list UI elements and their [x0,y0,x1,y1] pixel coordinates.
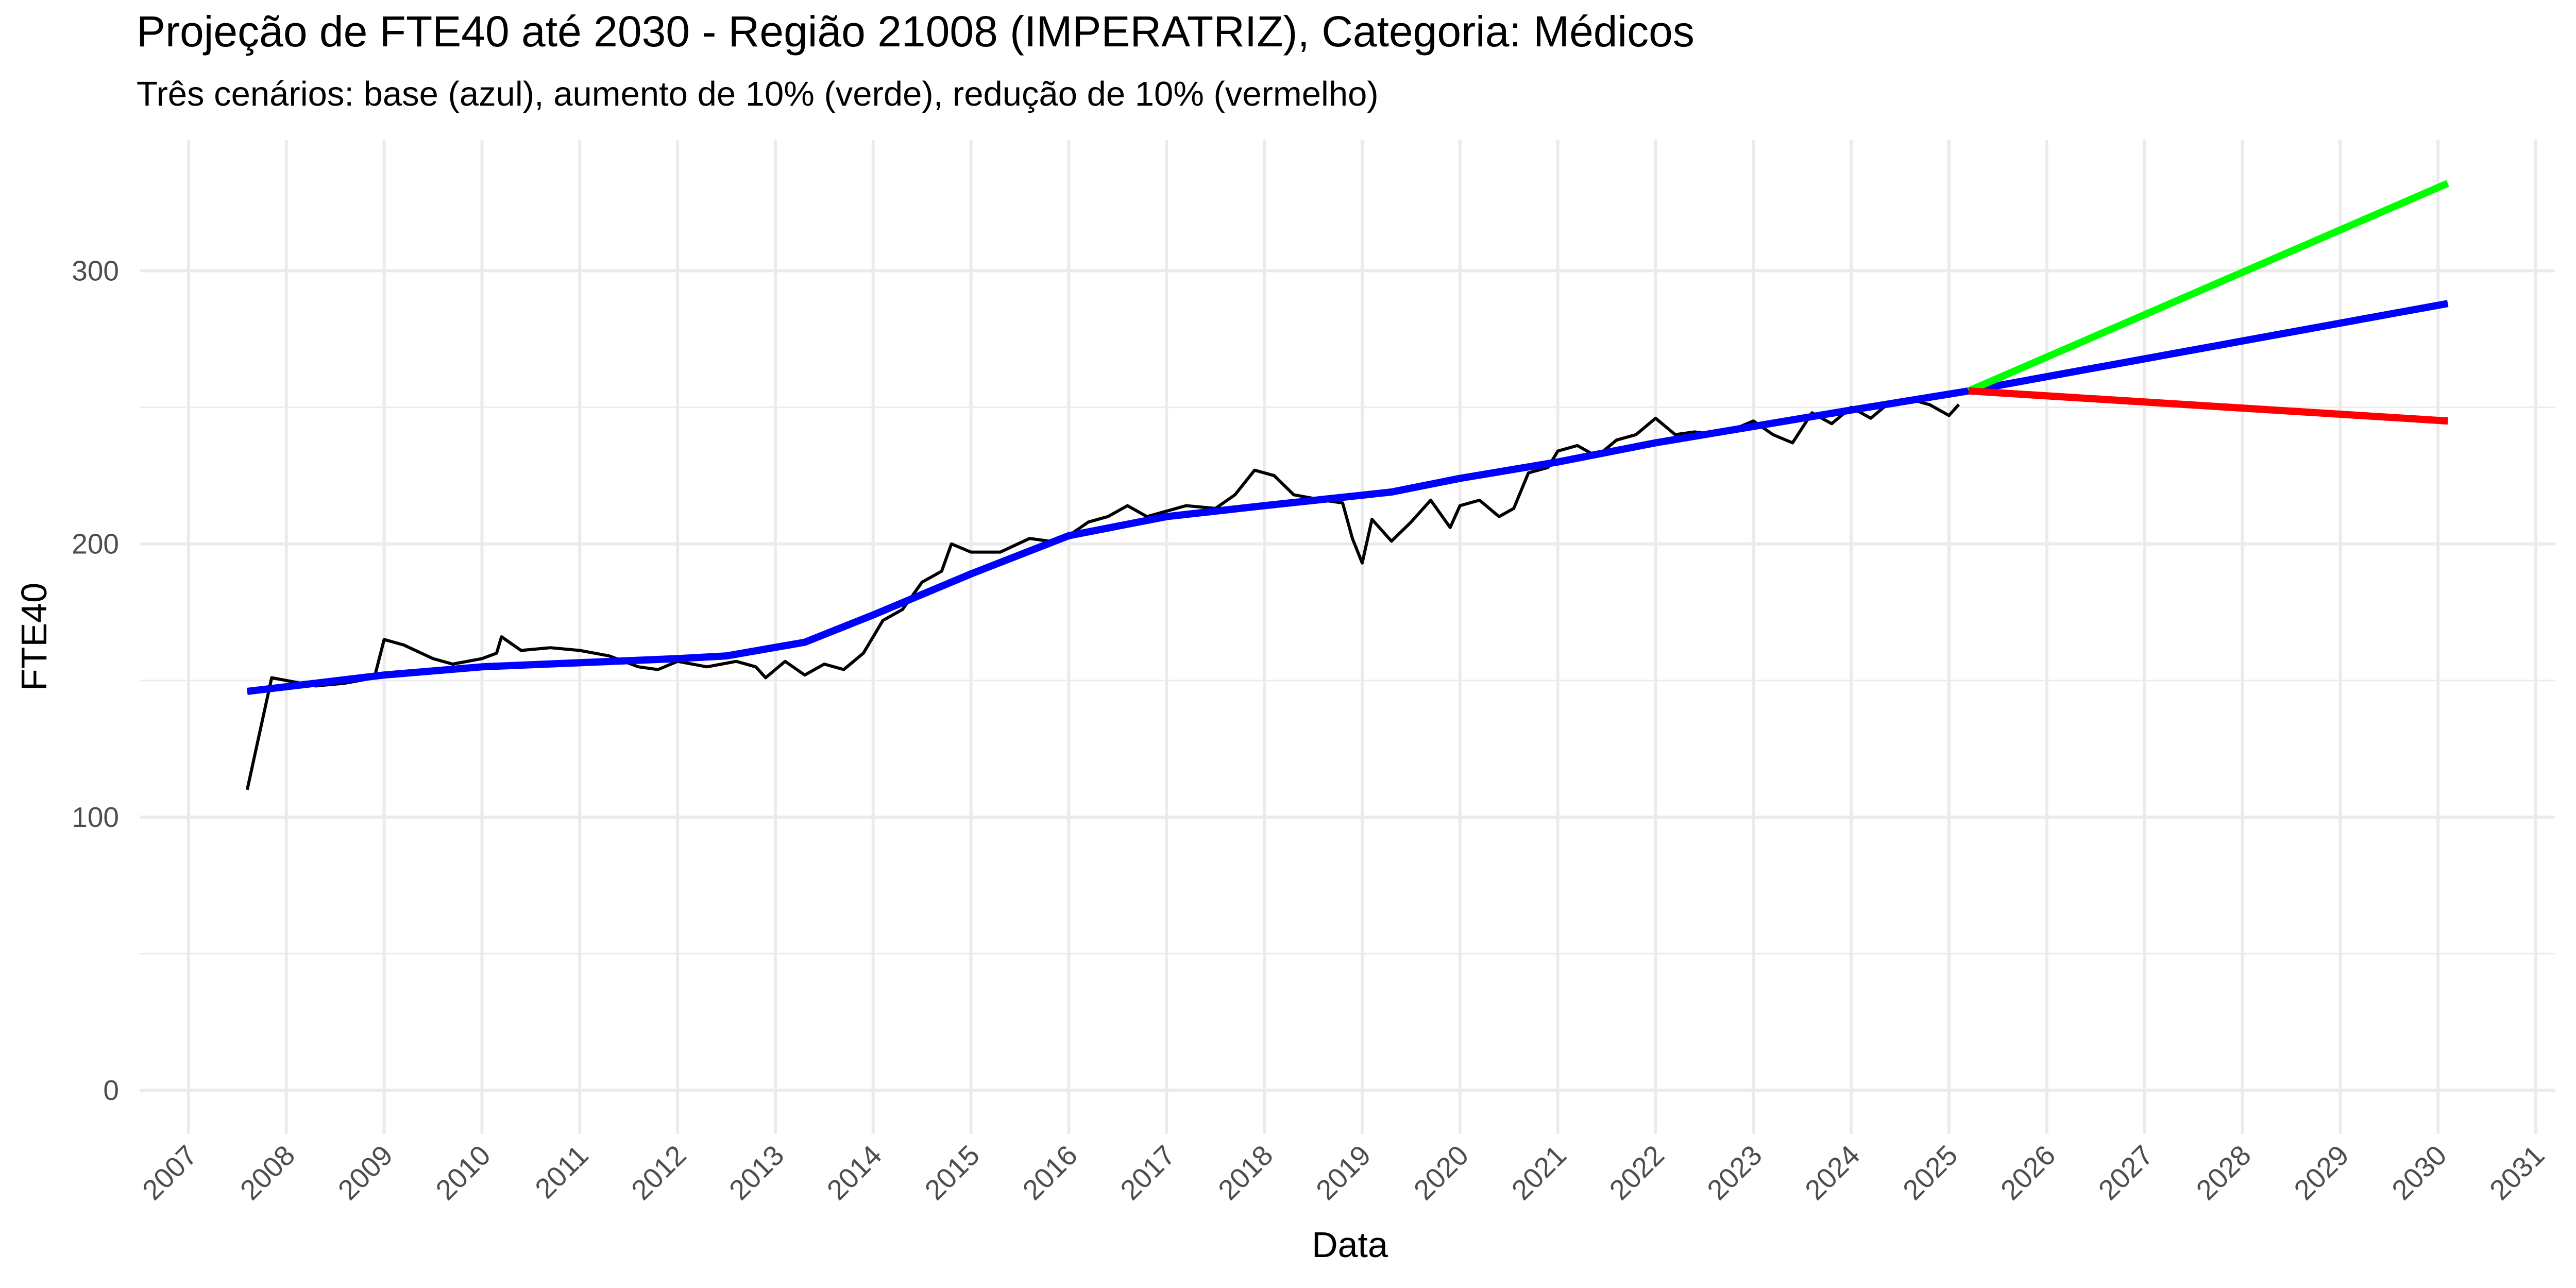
x-tick-label: 2010 [430,1139,497,1206]
chart-subtitle: Três cenários: base (azul), aumento de 1… [137,75,1379,113]
x-tick-label: 2022 [1603,1139,1670,1206]
x-tick-label: 2013 [723,1139,790,1206]
series-line [1968,387,2448,425]
x-tick-label: 2014 [821,1139,888,1206]
series-line [1967,180,2449,395]
y-axis-label: FTE40 [14,583,54,691]
x-tick-label: 2012 [625,1139,692,1206]
y-tick-label: 200 [72,528,119,560]
x-tick-label: 2019 [1310,1139,1377,1206]
x-tick-label: 2017 [1114,1139,1181,1206]
x-tick-label: 2028 [2190,1139,2257,1206]
chart-title: Projeção de FTE40 até 2030 - Região 2100… [137,7,1694,56]
x-tick-label: 2007 [136,1139,203,1206]
x-tick-label: 2030 [2385,1139,2452,1206]
x-tick-label: 2018 [1212,1139,1279,1206]
x-tick-label: 2029 [2287,1139,2354,1206]
x-tick-label: 2023 [1701,1139,1768,1206]
x-tick-label: 2031 [2483,1139,2550,1206]
series-line [246,300,2449,695]
y-tick-label: 0 [103,1074,119,1106]
grid [140,140,2555,1134]
x-tick-label: 2024 [1799,1139,1866,1206]
x-tick-label: 2021 [1505,1139,1572,1206]
x-tick-label: 2008 [234,1139,301,1206]
x-tick-label: 2020 [1408,1139,1475,1206]
x-axis-label: Data [1312,1225,1388,1265]
series-line [245,397,1960,790]
y-tick-label: 300 [72,255,119,287]
x-tick-label: 2011 [529,1139,594,1205]
x-tick-label: 2027 [2092,1139,2159,1206]
x-tick-label: 2026 [1994,1139,2061,1206]
x-tick-label: 2016 [1016,1139,1083,1206]
y-tick-label: 100 [72,801,119,833]
x-tick-label: 2009 [332,1139,399,1206]
x-tick-label: 2015 [919,1139,986,1206]
x-tick-label: 2025 [1896,1139,1963,1206]
